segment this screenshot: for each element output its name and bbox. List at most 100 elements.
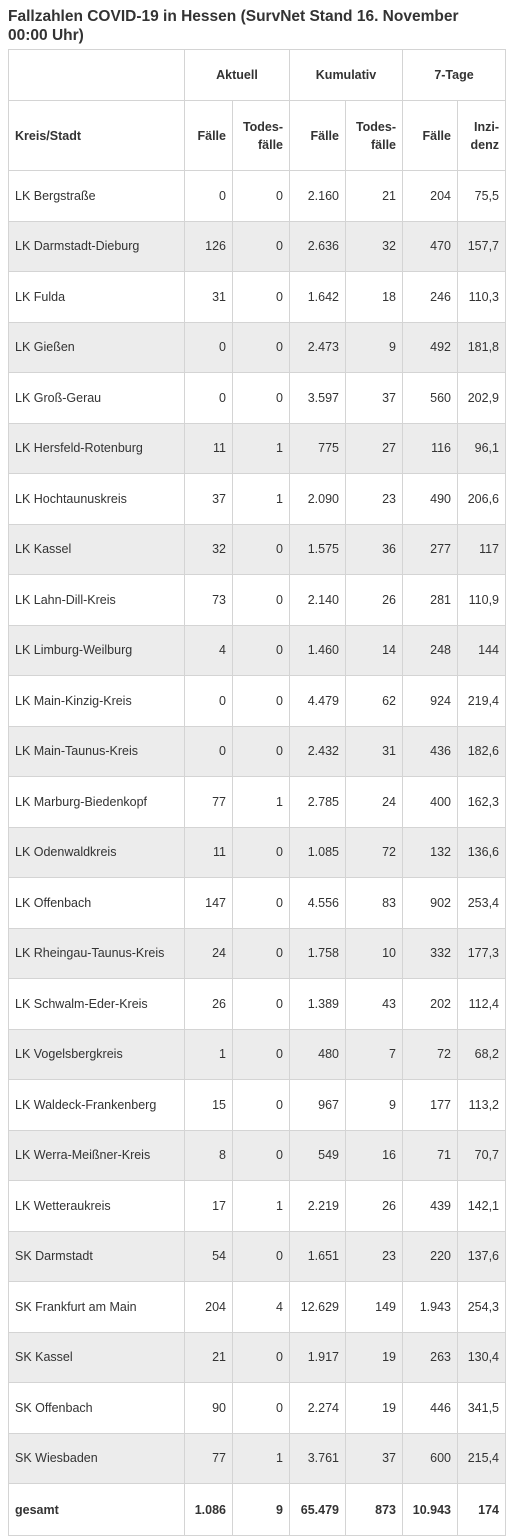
total-aktuell-todesfaelle: 9 [232,1483,290,1536]
cell-7-tage-faelle: 400 [402,776,458,828]
table-row: LK Waldeck-Frankenberg 15 0 967 9 177 113,2 [8,1079,506,1131]
total-inzidenz: 174 [457,1483,506,1536]
cell-kumulativ-faelle: 4.556 [289,877,346,929]
column-header-row: Kreis/Stadt Fälle Todes-fälle Fälle Tode… [8,100,506,171]
table-row: LK Schwalm-Eder-Kreis 26 0 1.389 43 202 112,4 [8,978,506,1030]
cell-aktuell-faelle: 0 [184,321,233,373]
column-header-kreis-stadt: Kreis/Stadt [8,100,185,171]
cell-kreis-stadt: LK Groß-Gerau [8,372,185,424]
table-row: SK Darmstadt 54 0 1.651 23 220 137,6 [8,1230,506,1282]
page-title: Fallzahlen COVID-19 in Hessen (SurvNet S… [8,8,459,44]
cell-aktuell-todesfaelle: 0 [232,978,290,1030]
cell-aktuell-faelle: 0 [184,372,233,424]
cell-7-tage-faelle: 71 [402,1129,458,1181]
cell-aktuell-faelle: 54 [184,1230,233,1282]
cell-inzidenz: 117 [457,523,506,575]
cell-kumulativ-todesfaelle: 62 [345,675,403,727]
cell-7-tage-faelle: 902 [402,877,458,929]
cell-kreis-stadt: LK Darmstadt-Dieburg [8,220,185,272]
cell-aktuell-todesfaelle: 4 [232,1281,290,1333]
cell-inzidenz: 202,9 [457,372,506,424]
cell-aktuell-faelle: 77 [184,776,233,828]
cell-kumulativ-faelle: 2.432 [289,725,346,777]
cell-kumulativ-todesfaelle: 18 [345,271,403,323]
cell-aktuell-faelle: 204 [184,1281,233,1333]
cell-kumulativ-faelle: 2.785 [289,776,346,828]
cell-kreis-stadt: LK Lahn-Dill-Kreis [8,574,185,626]
cell-kreis-stadt: LK Kassel [8,523,185,575]
cell-kumulativ-todesfaelle: 19 [345,1382,403,1434]
cell-kreis-stadt: LK Fulda [8,271,185,323]
cell-aktuell-faelle: 21 [184,1331,233,1383]
cell-aktuell-todesfaelle: 0 [232,927,290,979]
cell-kumulativ-faelle: 2.473 [289,321,346,373]
cell-kumulativ-todesfaelle: 83 [345,877,403,929]
cell-7-tage-faelle: 492 [402,321,458,373]
cell-kumulativ-faelle: 775 [289,422,346,474]
cell-7-tage-faelle: 924 [402,675,458,727]
cell-kumulativ-todesfaelle: 24 [345,776,403,828]
cell-kumulativ-todesfaelle: 37 [345,1432,403,1484]
cell-aktuell-todesfaelle: 0 [232,220,290,272]
cell-aktuell-faelle: 0 [184,675,233,727]
cell-kumulativ-faelle: 3.761 [289,1432,346,1484]
table-row: LK Groß-Gerau 0 0 3.597 37 560 202,9 [8,372,506,424]
cell-aktuell-todesfaelle: 0 [232,877,290,929]
cell-kreis-stadt: LK Offenbach [8,877,185,929]
cell-aktuell-todesfaelle: 0 [232,624,290,676]
cell-kumulativ-faelle: 1.651 [289,1230,346,1282]
table-row: LK Main-Taunus-Kreis 0 0 2.432 31 436 182,6 [8,725,506,777]
cell-kumulativ-todesfaelle: 36 [345,523,403,575]
cell-kreis-stadt: LK Schwalm-Eder-Kreis [8,978,185,1030]
cell-aktuell-todesfaelle: 0 [232,1129,290,1181]
cell-kreis-stadt: SK Darmstadt [8,1230,185,1282]
cell-7-tage-faelle: 439 [402,1180,458,1232]
cell-aktuell-faelle: 37 [184,473,233,525]
cell-aktuell-todesfaelle: 0 [232,826,290,878]
cell-aktuell-todesfaelle: 1 [232,422,290,474]
cell-kreis-stadt: SK Offenbach [8,1382,185,1434]
cell-aktuell-faelle: 11 [184,826,233,878]
cell-kumulativ-todesfaelle: 149 [345,1281,403,1333]
cell-aktuell-todesfaelle: 0 [232,170,290,222]
cell-aktuell-faelle: 31 [184,271,233,323]
cell-7-tage-faelle: 177 [402,1079,458,1131]
table-row: LK Hersfeld-Rotenburg 11 1 775 27 116 96,1 [8,422,506,474]
cell-7-tage-faelle: 600 [402,1432,458,1484]
cell-kumulativ-todesfaelle: 7 [345,1028,403,1080]
cell-aktuell-todesfaelle: 0 [232,321,290,373]
cell-aktuell-faelle: 0 [184,725,233,777]
group-header-row: Aktuell Kumulativ 7-Tage [8,49,506,101]
table-row: LK Fulda 31 0 1.642 18 246 110,3 [8,271,506,323]
cell-aktuell-todesfaelle: 1 [232,1432,290,1484]
cell-kreis-stadt: SK Wiesbaden [8,1432,185,1484]
cell-aktuell-faelle: 24 [184,927,233,979]
cell-aktuell-faelle: 1 [184,1028,233,1080]
cell-7-tage-faelle: 132 [402,826,458,878]
cell-kumulativ-faelle: 2.140 [289,574,346,626]
cell-kumulativ-todesfaelle: 19 [345,1331,403,1383]
cell-aktuell-todesfaelle: 0 [232,1079,290,1131]
cell-inzidenz: 96,1 [457,422,506,474]
cell-aktuell-faelle: 8 [184,1129,233,1181]
cell-aktuell-todesfaelle: 0 [232,523,290,575]
cell-7-tage-faelle: 446 [402,1382,458,1434]
cell-kreis-stadt: LK Bergstraße [8,170,185,222]
cell-aktuell-todesfaelle: 0 [232,1230,290,1282]
table-row: LK Vogelsbergkreis 1 0 480 7 72 68,2 [8,1028,506,1080]
cell-kumulativ-faelle: 2.636 [289,220,346,272]
cell-aktuell-todesfaelle: 0 [232,725,290,777]
table-row: LK Bergstraße 0 0 2.160 21 204 75,5 [8,170,506,222]
cell-inzidenz: 110,3 [457,271,506,323]
cell-kumulativ-todesfaelle: 9 [345,321,403,373]
cell-kumulativ-faelle: 12.629 [289,1281,346,1333]
cell-kumulativ-faelle: 1.389 [289,978,346,1030]
cell-kumulativ-faelle: 1.460 [289,624,346,676]
cell-inzidenz: 341,5 [457,1382,506,1434]
cell-kumulativ-faelle: 1.917 [289,1331,346,1383]
column-header-kumulativ-faelle: Fälle [289,100,346,171]
cell-inzidenz: 253,4 [457,877,506,929]
table-body: LK Bergstraße 0 0 2.160 21 204 75,5 LK Darmstad… [8,170,506,1484]
cell-7-tage-faelle: 436 [402,725,458,777]
table-row: LK Wetteraukreis 17 1 2.219 26 439 142,1 [8,1180,506,1232]
